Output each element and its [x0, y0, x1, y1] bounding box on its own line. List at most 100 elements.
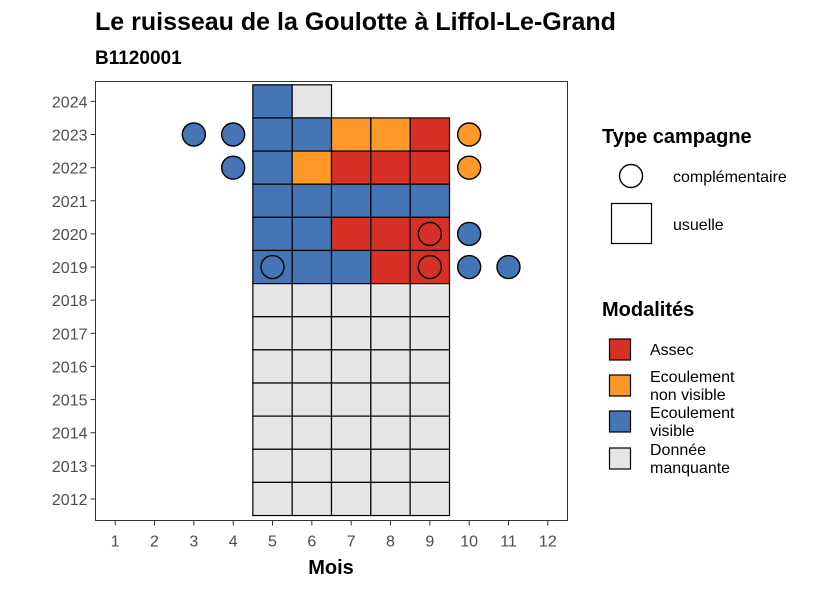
tile-2023-8 [370, 117, 411, 152]
point-2020-10 [456, 221, 482, 247]
tile-2024-6 [291, 84, 333, 119]
tile-2013-6 [291, 448, 333, 483]
x-axis: 1 2 3 4 5 6 7 8 9 10 11 12 [111, 520, 557, 551]
tile-2012-8 [370, 481, 411, 517]
tile-2021-9 [409, 183, 451, 218]
tile-2018-8 [370, 283, 411, 318]
y-tick-2024: 2024 [52, 94, 88, 111]
legend-label-ecoulement-non-visible: Ecoulement non visible [650, 369, 735, 404]
tile-2020-7 [330, 216, 372, 252]
x-tick-6: 6 [307, 534, 316, 551]
legend-type-title: Type campagne [602, 126, 752, 148]
tile-2019-6 [291, 249, 333, 285]
tile-2012-5 [252, 481, 293, 517]
tile-2020-5 [252, 216, 293, 252]
legend-key-ecoulement-visible [608, 410, 632, 433]
tile-2016-6 [291, 349, 333, 384]
point-2023-10 [456, 122, 482, 147]
y-tick-2017: 2017 [52, 326, 88, 343]
tile-2014-8 [370, 415, 411, 450]
legend-label-usuelle: usuelle [673, 217, 724, 234]
y-tick-2013: 2013 [52, 459, 88, 476]
tile-2017-8 [370, 316, 411, 351]
tile-2019-7 [330, 249, 372, 285]
tile-2014-5 [252, 415, 293, 450]
tile-2022-8 [370, 150, 411, 185]
tile-2015-7 [330, 382, 372, 417]
tile-2022-5 [252, 150, 293, 185]
tile-2017-5 [252, 316, 293, 351]
tile-2022-7 [330, 150, 372, 185]
tile-2023-9 [409, 117, 451, 152]
legend-key-donnee-manquante [608, 447, 632, 470]
tile-2015-6 [291, 382, 333, 417]
x-tick-2: 2 [150, 534, 159, 551]
tile-2023-5 [252, 117, 293, 152]
tile-2016-7 [330, 349, 372, 384]
point-2023-4 [220, 122, 246, 147]
tile-2017-6 [291, 316, 333, 351]
point-2022-10 [456, 155, 482, 180]
x-tick-5: 5 [268, 534, 277, 551]
tile-2014-7 [330, 415, 372, 450]
y-tick-2018: 2018 [52, 293, 88, 310]
tile-2012-9 [409, 481, 451, 517]
y-axis: 2012 2013 2014 2015 2016 2017 2018 2019 2020 2021… [52, 94, 96, 509]
tile-2023-7 [330, 117, 372, 152]
y-tick-2019: 2019 [52, 260, 88, 277]
legend-label-complementaire: complémentaire [673, 169, 787, 186]
tile-2018-9 [409, 283, 451, 318]
y-tick-2015: 2015 [52, 393, 88, 410]
point-2023-3 [181, 122, 207, 147]
legend-label-donnee-manquante: Donnée manquante [650, 442, 730, 477]
tile-2015-8 [370, 382, 411, 417]
tile-2013-5 [252, 448, 293, 483]
legend-label-assec: Assec [650, 342, 694, 359]
y-tick-2014: 2014 [52, 426, 88, 443]
x-tick-12: 12 [539, 534, 557, 551]
tile-2012-6 [291, 481, 333, 517]
x-tick-4: 4 [229, 534, 238, 551]
x-tick-1: 1 [111, 534, 120, 551]
tile-2021-7 [330, 183, 372, 218]
tile-2019-8 [370, 249, 411, 285]
point-2020-9 [417, 221, 443, 247]
tile-2016-8 [370, 349, 411, 384]
tile-2015-5 [252, 382, 293, 417]
tile-2018-5 [252, 283, 293, 318]
tile-2013-9 [409, 448, 451, 483]
point-2019-10 [456, 254, 482, 280]
tile-2021-8 [370, 183, 411, 218]
chart-title: Le ruisseau de la Goulotte à Liffol-Le-G… [95, 8, 616, 36]
legend-key-ecoulement-non-visible [608, 374, 632, 397]
tile-2012-7 [330, 481, 372, 517]
chart-subtitle: B1120001 [95, 48, 182, 69]
x-tick-8: 8 [386, 534, 395, 551]
tile-2024-5 [252, 84, 293, 119]
usuelle-tiles [252, 84, 451, 517]
tile-2021-6 [291, 183, 333, 218]
tile-2015-9 [409, 382, 451, 417]
tile-2014-6 [291, 415, 333, 450]
legend-modalites: Modalités Assec Ecoulement non visibleEcou… [602, 299, 735, 477]
legend-label-ecoulement-visible: Ecoulement visible [650, 405, 735, 440]
x-tick-11: 11 [500, 534, 517, 551]
y-tick-2020: 2020 [52, 227, 88, 244]
x-tick-9: 9 [425, 534, 434, 551]
tile-2021-5 [252, 183, 293, 218]
legend-key-usuelle [610, 202, 653, 245]
legend-type-campagne: Type campagne complémentaire usuelle [602, 126, 787, 245]
point-2022-4 [220, 155, 246, 180]
tile-2018-7 [330, 283, 372, 318]
x-axis-title: Mois [308, 557, 354, 579]
point-2019-11 [496, 254, 521, 280]
y-tick-2012: 2012 [52, 492, 88, 509]
tile-2013-8 [370, 448, 411, 483]
tile-2023-6 [291, 117, 333, 152]
tile-2020-8 [370, 216, 411, 252]
x-tick-10: 10 [460, 534, 478, 551]
y-tick-2022: 2022 [52, 161, 88, 178]
tile-2016-9 [409, 349, 451, 384]
y-tick-2021: 2021 [52, 194, 88, 211]
